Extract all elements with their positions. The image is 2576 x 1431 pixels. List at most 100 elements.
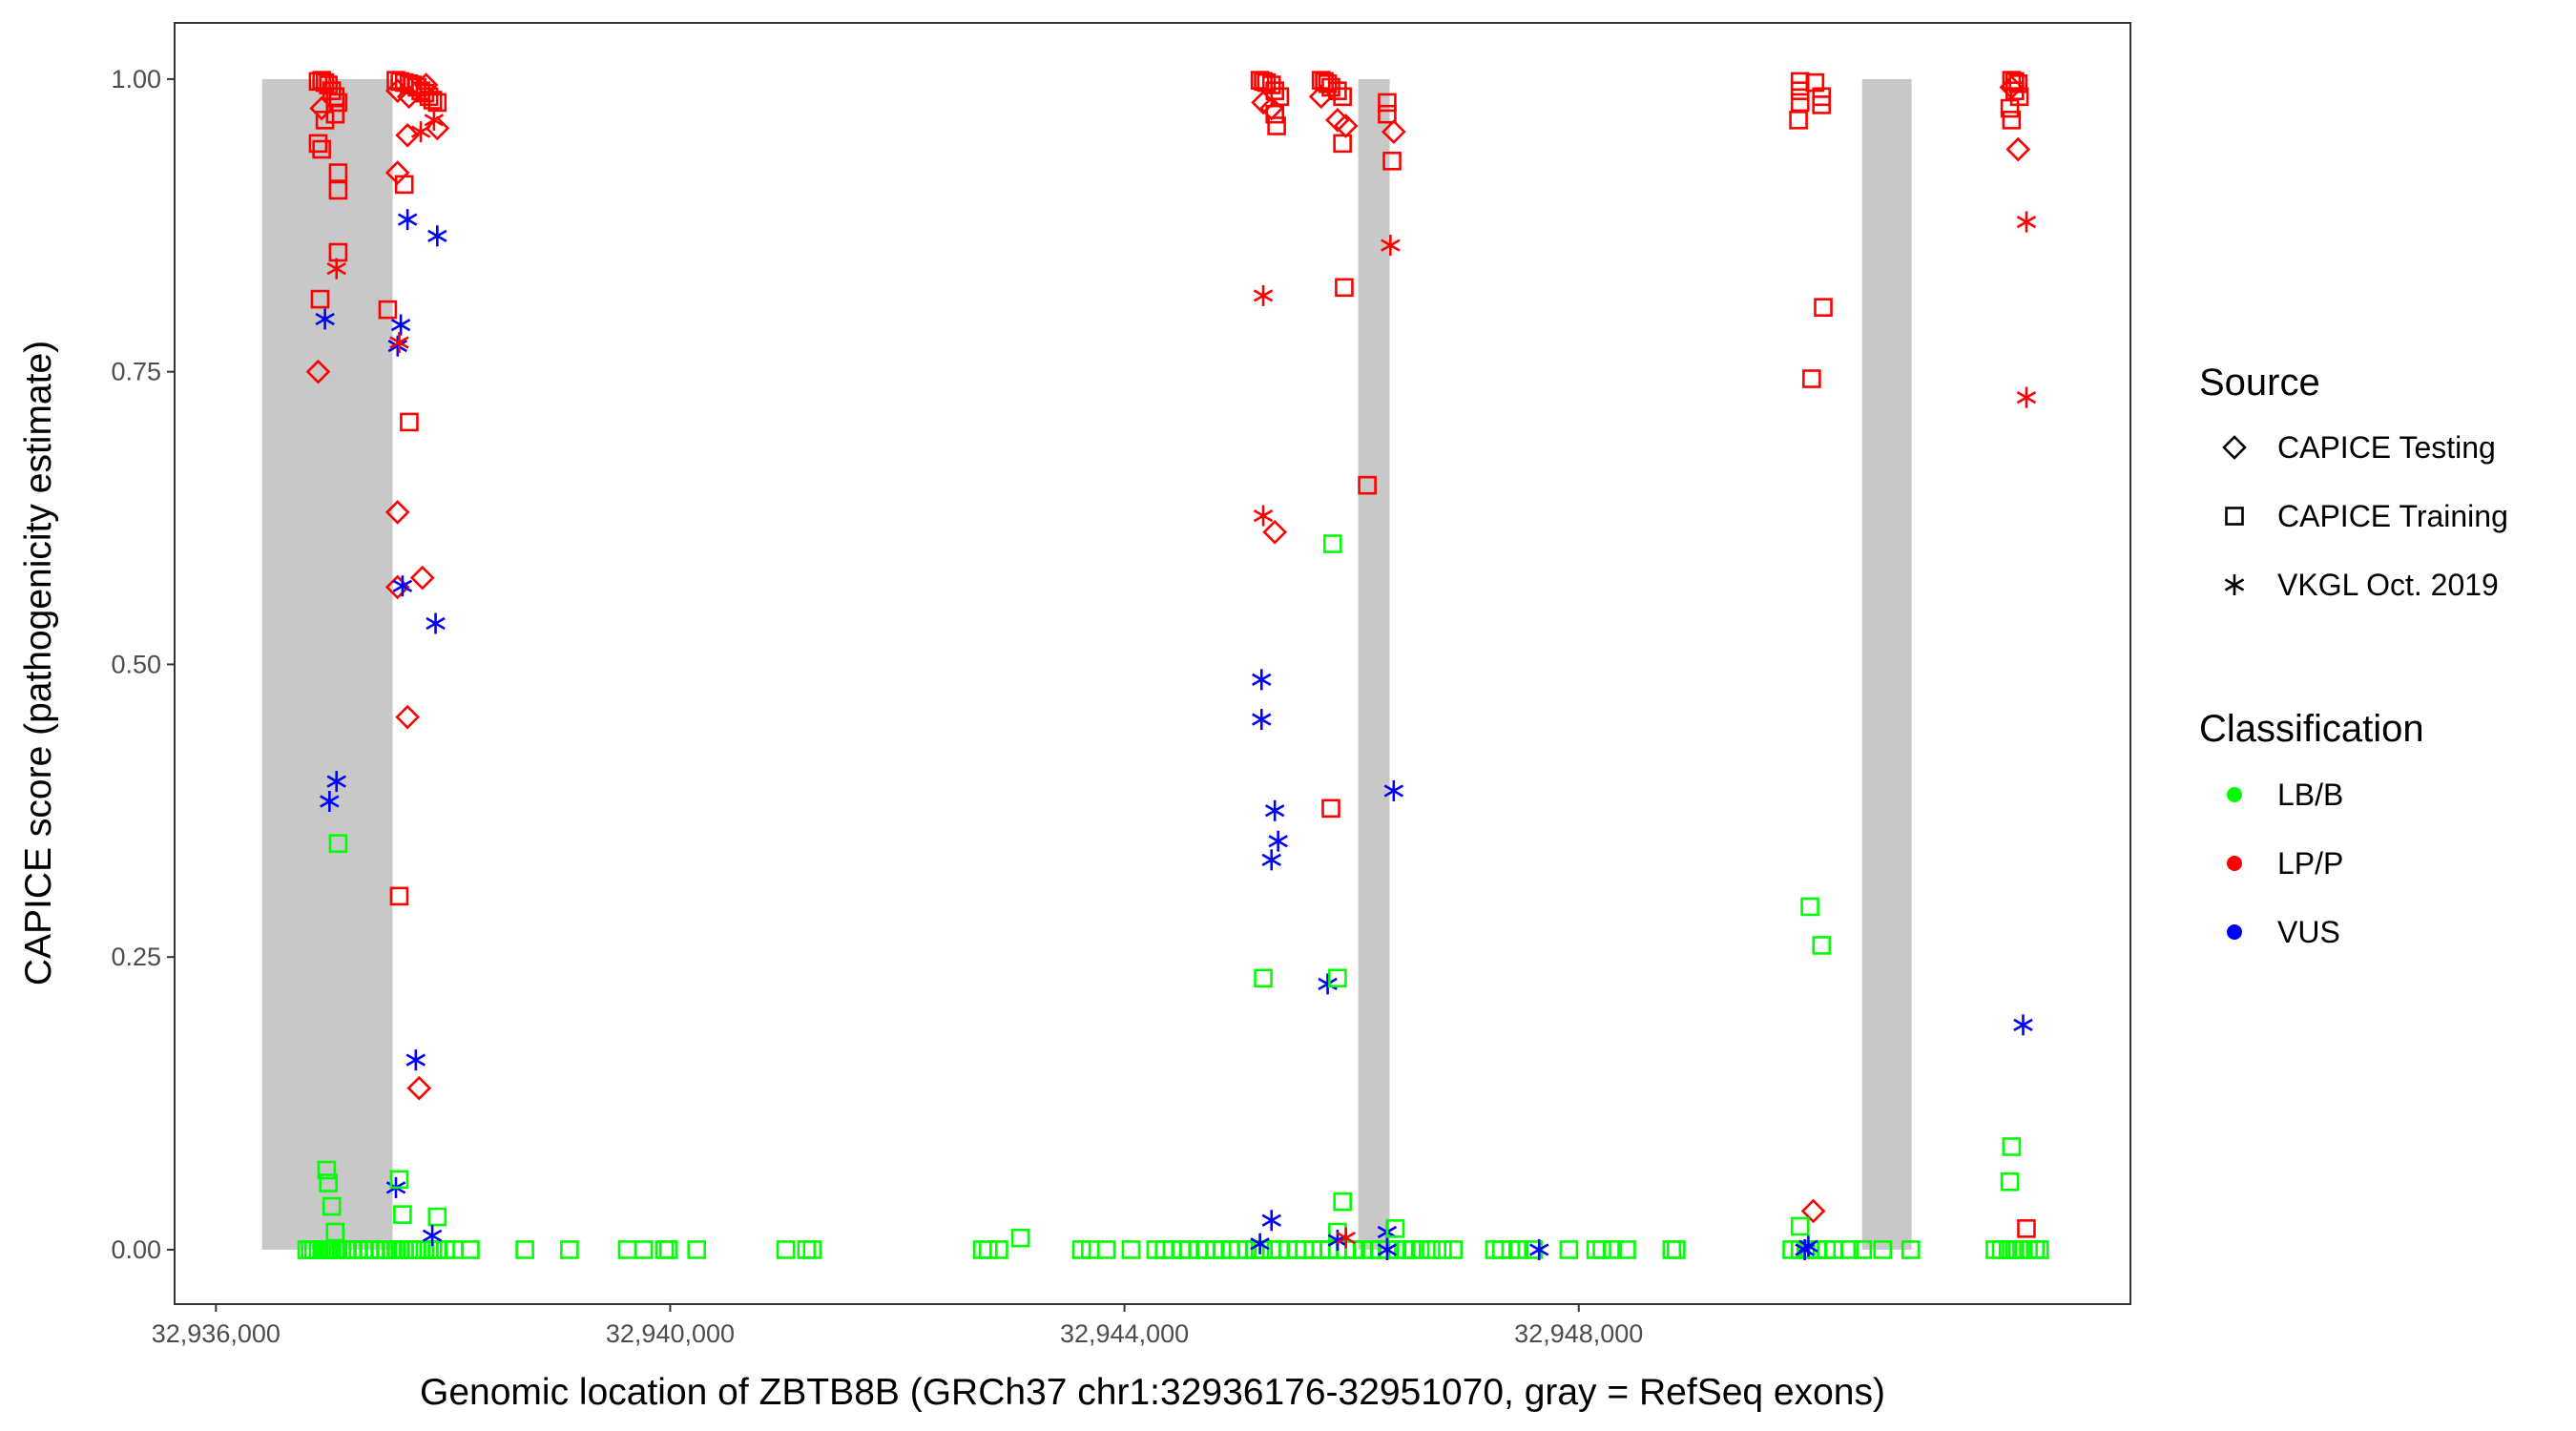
point-lbb-training — [654, 1240, 675, 1259]
point-lbb-training — [1603, 1240, 1623, 1259]
legend-dot-icon — [2227, 787, 2242, 802]
y-tick-label: 0.50 — [111, 650, 161, 678]
data-point — [425, 115, 450, 141]
data-point — [1335, 278, 1354, 298]
data-point — [389, 331, 409, 353]
data-point — [326, 258, 346, 280]
point-lbb-training — [461, 1240, 480, 1259]
data-point — [2005, 136, 2031, 162]
data-point — [390, 314, 411, 336]
data-point — [1264, 799, 1285, 821]
data-point — [1333, 87, 1352, 107]
point-lbb-training — [972, 1240, 992, 1259]
legend-class-label: LP/P — [2277, 846, 2343, 881]
data-point — [1800, 897, 1819, 917]
data-point — [309, 95, 334, 121]
data-point — [1802, 369, 1821, 388]
data-point — [1336, 1227, 1356, 1249]
data-point — [312, 139, 331, 159]
data-point — [384, 78, 410, 104]
data-point — [319, 1173, 338, 1192]
data-point — [1252, 709, 1272, 731]
data-point — [1790, 1216, 1810, 1236]
data-point — [1267, 116, 1286, 135]
point-lbb-training — [776, 1240, 796, 1259]
data-point — [406, 1075, 432, 1101]
data-point — [1261, 849, 1281, 871]
data-point — [328, 93, 348, 113]
data-point — [423, 91, 443, 110]
point-lbb-training — [1662, 1240, 1682, 1259]
data-point — [395, 704, 420, 730]
exon-band — [1358, 78, 1390, 1250]
data-point — [328, 834, 348, 853]
data-point — [1789, 111, 1808, 130]
point-lbb-training — [1617, 1240, 1636, 1259]
legend-classification-title: Classification — [2199, 708, 2424, 750]
data-point — [2016, 386, 2037, 408]
data-point — [400, 412, 419, 432]
data-point — [325, 1222, 345, 1242]
data-point — [328, 180, 348, 200]
data-point — [1382, 151, 1402, 171]
data-point — [384, 160, 410, 185]
data-point — [1253, 284, 1274, 306]
data-point — [1328, 968, 1347, 988]
y-tick-label: 0.25 — [111, 943, 161, 971]
data-point — [328, 163, 348, 182]
point-lbb-training — [1444, 1240, 1464, 1259]
legend-source-label: VKGL Oct. 2019 — [2277, 568, 2499, 602]
point-lbb-training — [797, 1240, 817, 1259]
legend-diamond-icon — [2222, 435, 2247, 460]
exon-band — [1861, 78, 1912, 1250]
legend-source-label: CAPICE Testing — [2277, 430, 2496, 465]
data-point — [1265, 81, 1284, 100]
data-point — [1333, 1192, 1352, 1212]
data-point — [427, 225, 447, 247]
data-point — [1790, 93, 1810, 113]
data-point — [1381, 235, 1401, 257]
data-point — [322, 1196, 342, 1216]
legend-dot-icon — [2227, 856, 2242, 871]
point-lbb-training — [687, 1240, 706, 1259]
data-point — [328, 242, 348, 262]
x-tick-label: 32,936,000 — [152, 1319, 280, 1348]
data-point — [392, 575, 413, 597]
point-lbb-training — [634, 1240, 654, 1259]
point-lbb-training — [989, 1240, 1008, 1259]
point-lbb-training — [802, 1240, 822, 1259]
y-tick-label: 0.75 — [111, 358, 161, 386]
data-point — [1795, 1238, 1815, 1260]
point-lbb-training — [1096, 1240, 1116, 1259]
y-tick-label: 0.00 — [111, 1235, 161, 1264]
data-point — [1321, 798, 1340, 819]
data-point — [424, 109, 445, 131]
data-point — [1322, 534, 1342, 553]
point-lbb-training — [617, 1240, 637, 1259]
point-lbb-training — [1410, 1240, 1430, 1259]
data-point — [389, 1170, 409, 1190]
data-point — [1381, 119, 1406, 144]
data-point — [308, 134, 328, 154]
data-point — [1800, 1198, 1826, 1224]
data-point — [427, 1207, 447, 1227]
data-point — [1812, 936, 1832, 955]
data-point — [1261, 1210, 1281, 1232]
data-point — [396, 84, 422, 110]
point-lbb-training — [1901, 1240, 1921, 1259]
data-point — [1253, 505, 1274, 527]
data-point — [325, 87, 345, 107]
point-lbb-training — [1422, 1240, 1441, 1259]
data-point — [326, 771, 346, 793]
point-lbb-training — [1121, 1240, 1141, 1259]
data-point — [1528, 1238, 1549, 1260]
data-point — [305, 359, 331, 384]
x-tick-label: 32,944,000 — [1060, 1319, 1189, 1348]
data-point — [319, 75, 338, 94]
legend-source-title: Source — [2199, 362, 2320, 404]
point-lbb-training — [1509, 1240, 1529, 1259]
data-point — [315, 308, 335, 330]
data-point — [315, 111, 335, 130]
data-point — [1328, 81, 1347, 100]
data-point — [1333, 134, 1352, 154]
